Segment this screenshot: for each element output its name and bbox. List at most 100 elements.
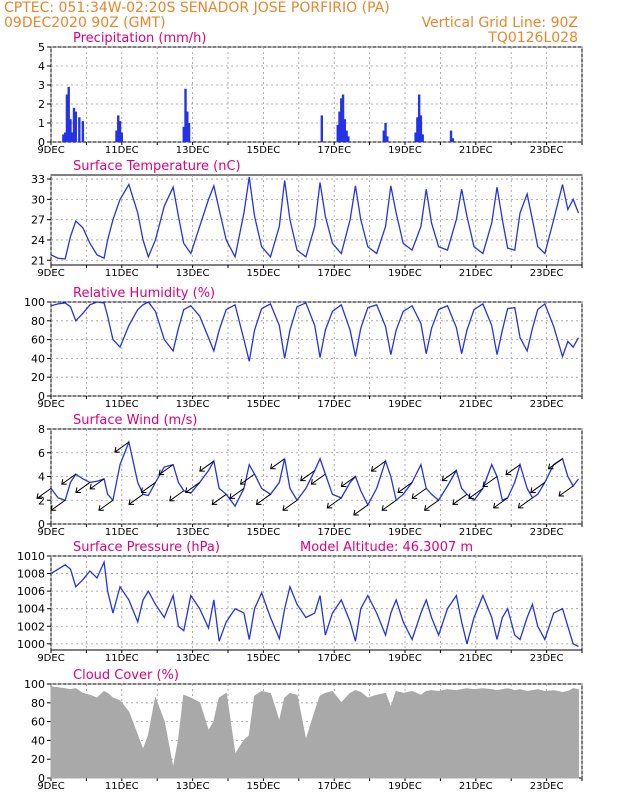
precipitation-bar bbox=[186, 111, 189, 142]
wind-arrow-head bbox=[98, 505, 104, 511]
precipitation-title: Precipitation (mm/h) bbox=[73, 31, 206, 46]
wind-arrow bbox=[340, 476, 356, 487]
wind-arrow-shaft bbox=[558, 485, 574, 497]
cloud-title: Cloud Cover (%) bbox=[73, 668, 179, 683]
precipitation-bar bbox=[62, 134, 65, 142]
wind-xtick-label: 15DEC bbox=[247, 527, 281, 538]
temperature-ytick-label: 33 bbox=[31, 173, 45, 186]
wind-arrow bbox=[424, 499, 439, 511]
precipitation-bar bbox=[71, 132, 74, 142]
wind-arrow-shaft bbox=[424, 499, 439, 511]
cloud-panel: 0 20 40 60 80 100 9DEC 11DEC 13DEC 15DEC 17DEC 19DE… bbox=[24, 668, 583, 792]
wind-arrow-head bbox=[270, 463, 276, 470]
humidity-frame bbox=[50, 301, 583, 397]
wind-arrow-shaft bbox=[505, 464, 521, 476]
wind-arrow bbox=[270, 458, 285, 470]
wind-arrow-shaft bbox=[482, 476, 498, 487]
pressure-annotation: Model Altitude: 46.3007 m bbox=[300, 540, 473, 555]
pressure-xtick-label: 21DEC bbox=[459, 653, 493, 664]
wind-xtick-label: 21DEC bbox=[459, 527, 493, 538]
wind-arrow-head bbox=[370, 465, 377, 472]
humidity-xtick-label: 21DEC bbox=[459, 399, 493, 410]
humidity-ytick-label: 20 bbox=[31, 371, 45, 384]
precipitation-bar bbox=[340, 98, 343, 142]
wind-xtick-label: 23DEC bbox=[530, 527, 564, 538]
wind-arrow bbox=[50, 499, 66, 511]
humidity-xtick-label: 13DEC bbox=[176, 399, 210, 410]
precipitation-bar bbox=[343, 119, 347, 142]
wind-arrow-shaft bbox=[89, 478, 105, 490]
wind-arrow-shaft bbox=[211, 493, 227, 505]
pressure-panel: 1000 1002 1004 1006 1008 1010 9DEC 11DEC 13DEC 15… bbox=[17, 540, 583, 664]
humidity-xtick-label: 19DEC bbox=[388, 399, 422, 410]
pressure-ytick-label: 1002 bbox=[17, 620, 45, 633]
precipitation-bar bbox=[182, 126, 185, 142]
humidity-xtick-label: 15DEC bbox=[247, 399, 281, 410]
precipitation-bar bbox=[341, 94, 345, 142]
wind-panel: 0 2 4 6 8 9DEC 11DEC 13DEC 15DEC 17DEC 19DEC 21DEC 2… bbox=[36, 413, 583, 538]
wind-arrow-head bbox=[468, 493, 474, 499]
humidity-line bbox=[50, 301, 580, 362]
wind-arrow-shaft bbox=[311, 473, 326, 485]
wind-arrow-head bbox=[36, 493, 42, 499]
wind-arrow-head bbox=[558, 490, 565, 497]
temperature-panel: 21 24 27 30 33 9DEC 11DEC 13DEC 15DEC 17DEC 19DEC 2… bbox=[31, 159, 583, 279]
wind-arrow bbox=[61, 473, 77, 485]
pressure-ytick-label: 1008 bbox=[17, 568, 45, 581]
temperature-ytick-label: 27 bbox=[31, 214, 45, 227]
humidity-panel: 0 20 40 60 80 100 9DEC 11DEC 13DEC 15DEC 17DEC 19DE… bbox=[24, 286, 583, 410]
temperature-ytick-label: 21 bbox=[31, 254, 45, 267]
pressure-title: Surface Pressure (hPa) bbox=[73, 540, 220, 555]
wind-xtick-label: 9DEC bbox=[37, 527, 64, 538]
humidity-ytick-label: 0 bbox=[38, 390, 45, 403]
precipitation-bar bbox=[320, 115, 324, 142]
wind-ytick-label: 6 bbox=[38, 447, 45, 460]
wind-arrow bbox=[75, 482, 91, 493]
wind-arrow-shaft bbox=[50, 499, 66, 511]
wind-arrow-head bbox=[424, 505, 430, 511]
precipitation-ytick-label: 1 bbox=[38, 117, 45, 130]
wind-arrow-shaft bbox=[341, 476, 356, 487]
precipitation-bar bbox=[65, 94, 69, 142]
precipitation-bar bbox=[69, 119, 72, 142]
wind-arrow bbox=[98, 499, 114, 511]
cloud-xtick-label: 19DEC bbox=[388, 781, 422, 792]
wind-arrow bbox=[441, 470, 457, 482]
wind-arrow-head bbox=[397, 487, 404, 493]
wind-arrow-shaft bbox=[452, 493, 468, 505]
cloud-ytick-label: 80 bbox=[31, 697, 45, 710]
wind-arrow-head bbox=[547, 463, 554, 470]
wind-arrow-head bbox=[411, 493, 418, 499]
precipitation-bar bbox=[63, 132, 67, 142]
wind-arrow bbox=[493, 497, 508, 509]
wind-arrow bbox=[326, 497, 342, 509]
pressure-xtick-label: 19DEC bbox=[388, 653, 422, 664]
precipitation-panel: 0 1 2 3 4 5 9DEC 11DEC 13DEC 15DEC 17DEC 19DEC 21DEC… bbox=[37, 31, 583, 156]
wind-arrow-shaft bbox=[141, 482, 156, 493]
wind-arrow-shaft bbox=[114, 441, 130, 453]
temperature-xtick-label: 15DEC bbox=[247, 268, 281, 279]
wind-arrow bbox=[468, 487, 484, 499]
precipitation-frame bbox=[50, 46, 583, 143]
wind-arrow-head bbox=[353, 509, 359, 516]
precipitation-xtick-label: 19DEC bbox=[388, 145, 422, 156]
wind-arrow bbox=[370, 460, 386, 472]
pressure-xtick-label: 15DEC bbox=[247, 653, 281, 664]
wind-arrow-shaft bbox=[397, 482, 413, 493]
humidity-ytick-label: 80 bbox=[31, 315, 45, 328]
wind-xtick-label: 17DEC bbox=[317, 527, 351, 538]
wind-arrow-head bbox=[211, 499, 218, 505]
header-model-id: TQ0126L028 bbox=[488, 30, 578, 46]
wind-arrow-shaft bbox=[493, 497, 508, 509]
wind-arrow bbox=[239, 473, 255, 485]
precipitation-bar bbox=[416, 117, 419, 142]
wind-arrow-head bbox=[326, 502, 333, 509]
temperature-ytick-label: 24 bbox=[31, 234, 45, 247]
wind-arrow-head bbox=[340, 481, 347, 487]
wind-arrow-head bbox=[505, 469, 512, 476]
wind-xtick-label: 19DEC bbox=[388, 527, 422, 538]
pressure-ytick-label: 1004 bbox=[17, 603, 45, 616]
wind-arrow bbox=[211, 493, 227, 505]
wind-arrow bbox=[36, 487, 52, 499]
wind-arrow bbox=[185, 482, 200, 493]
